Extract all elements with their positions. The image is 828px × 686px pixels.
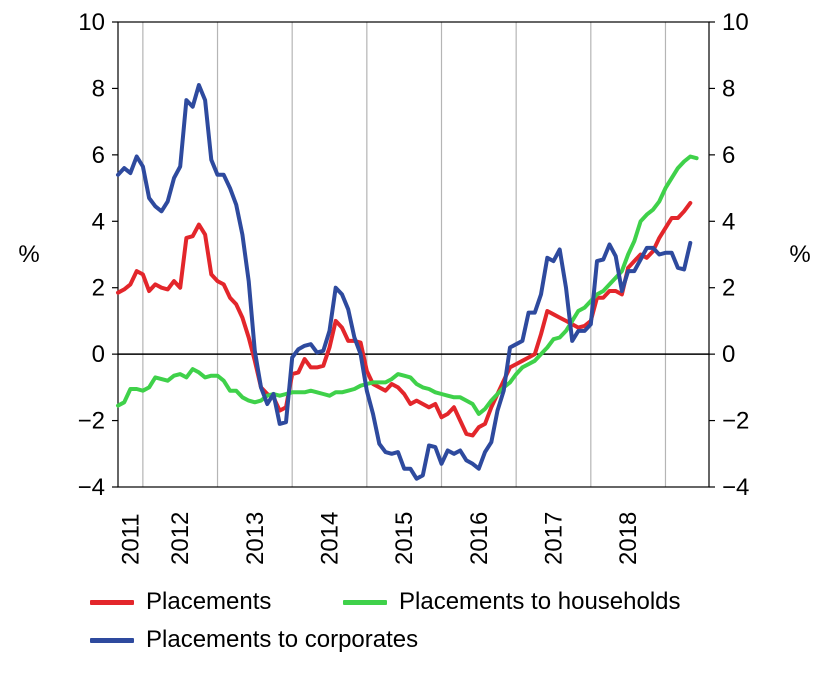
left-tick-label: 2 — [92, 275, 105, 302]
series-line-corporates — [116, 83, 693, 481]
x-tick-label-2014: 2014 — [317, 512, 344, 565]
legend-label-placements: Placements — [146, 588, 272, 615]
legend-swatch-households — [343, 599, 387, 605]
series-line-placements — [116, 201, 693, 438]
left-axis-label: % — [18, 241, 39, 268]
right-axis-ticks: −4 −2 0 2 4 6 8 10 — [709, 9, 749, 501]
left-tick-label: −2 — [78, 408, 105, 435]
right-tick-label: 0 — [722, 341, 735, 368]
x-tick-label-2012: 2012 — [167, 512, 194, 565]
left-axis-ticks: −4 −2 0 2 4 6 8 10 — [78, 9, 118, 501]
legend-item-households: Placements to households — [343, 588, 681, 616]
left-tick-label: −4 — [78, 474, 105, 501]
left-tick-label: 4 — [92, 208, 105, 235]
left-tick-label: 0 — [92, 341, 105, 368]
legend-item-corporates: Placements to corporates — [90, 626, 418, 654]
x-tick-label-2015: 2015 — [391, 512, 418, 565]
series-line-households — [116, 154, 699, 416]
x-axis-ticks: 2011 2012 2013 2014 2015 2016 2017 2018 — [117, 512, 642, 565]
right-tick-label: 6 — [722, 142, 735, 169]
right-tick-label: 4 — [722, 208, 735, 235]
x-tick-label-2013: 2013 — [242, 512, 269, 565]
left-tick-label: 8 — [92, 75, 105, 102]
left-tick-label: 6 — [92, 142, 105, 169]
plot-frame — [117, 21, 710, 488]
x-tick-label-2016: 2016 — [466, 512, 493, 565]
right-tick-label: −2 — [722, 408, 749, 435]
right-tick-label: 10 — [722, 9, 749, 36]
year-gridlines — [142, 22, 667, 487]
right-tick-label: 2 — [722, 275, 735, 302]
legend-item-placements: Placements — [90, 588, 271, 616]
x-tick-label-2011: 2011 — [117, 513, 144, 565]
series-lines — [116, 83, 699, 481]
right-tick-label: 8 — [722, 75, 735, 102]
left-tick-label: 10 — [78, 9, 105, 36]
legend-swatch-placements — [90, 599, 134, 605]
x-tick-label-2018: 2018 — [615, 512, 642, 565]
legend-label-corporates: Placements to corporates — [146, 626, 419, 653]
x-tick-label-2017: 2017 — [540, 512, 567, 565]
right-axis-label: % — [789, 241, 810, 268]
legend-label-households: Placements to households — [399, 588, 681, 615]
right-tick-label: −4 — [722, 474, 749, 501]
legend-swatch-corporates — [90, 637, 134, 643]
